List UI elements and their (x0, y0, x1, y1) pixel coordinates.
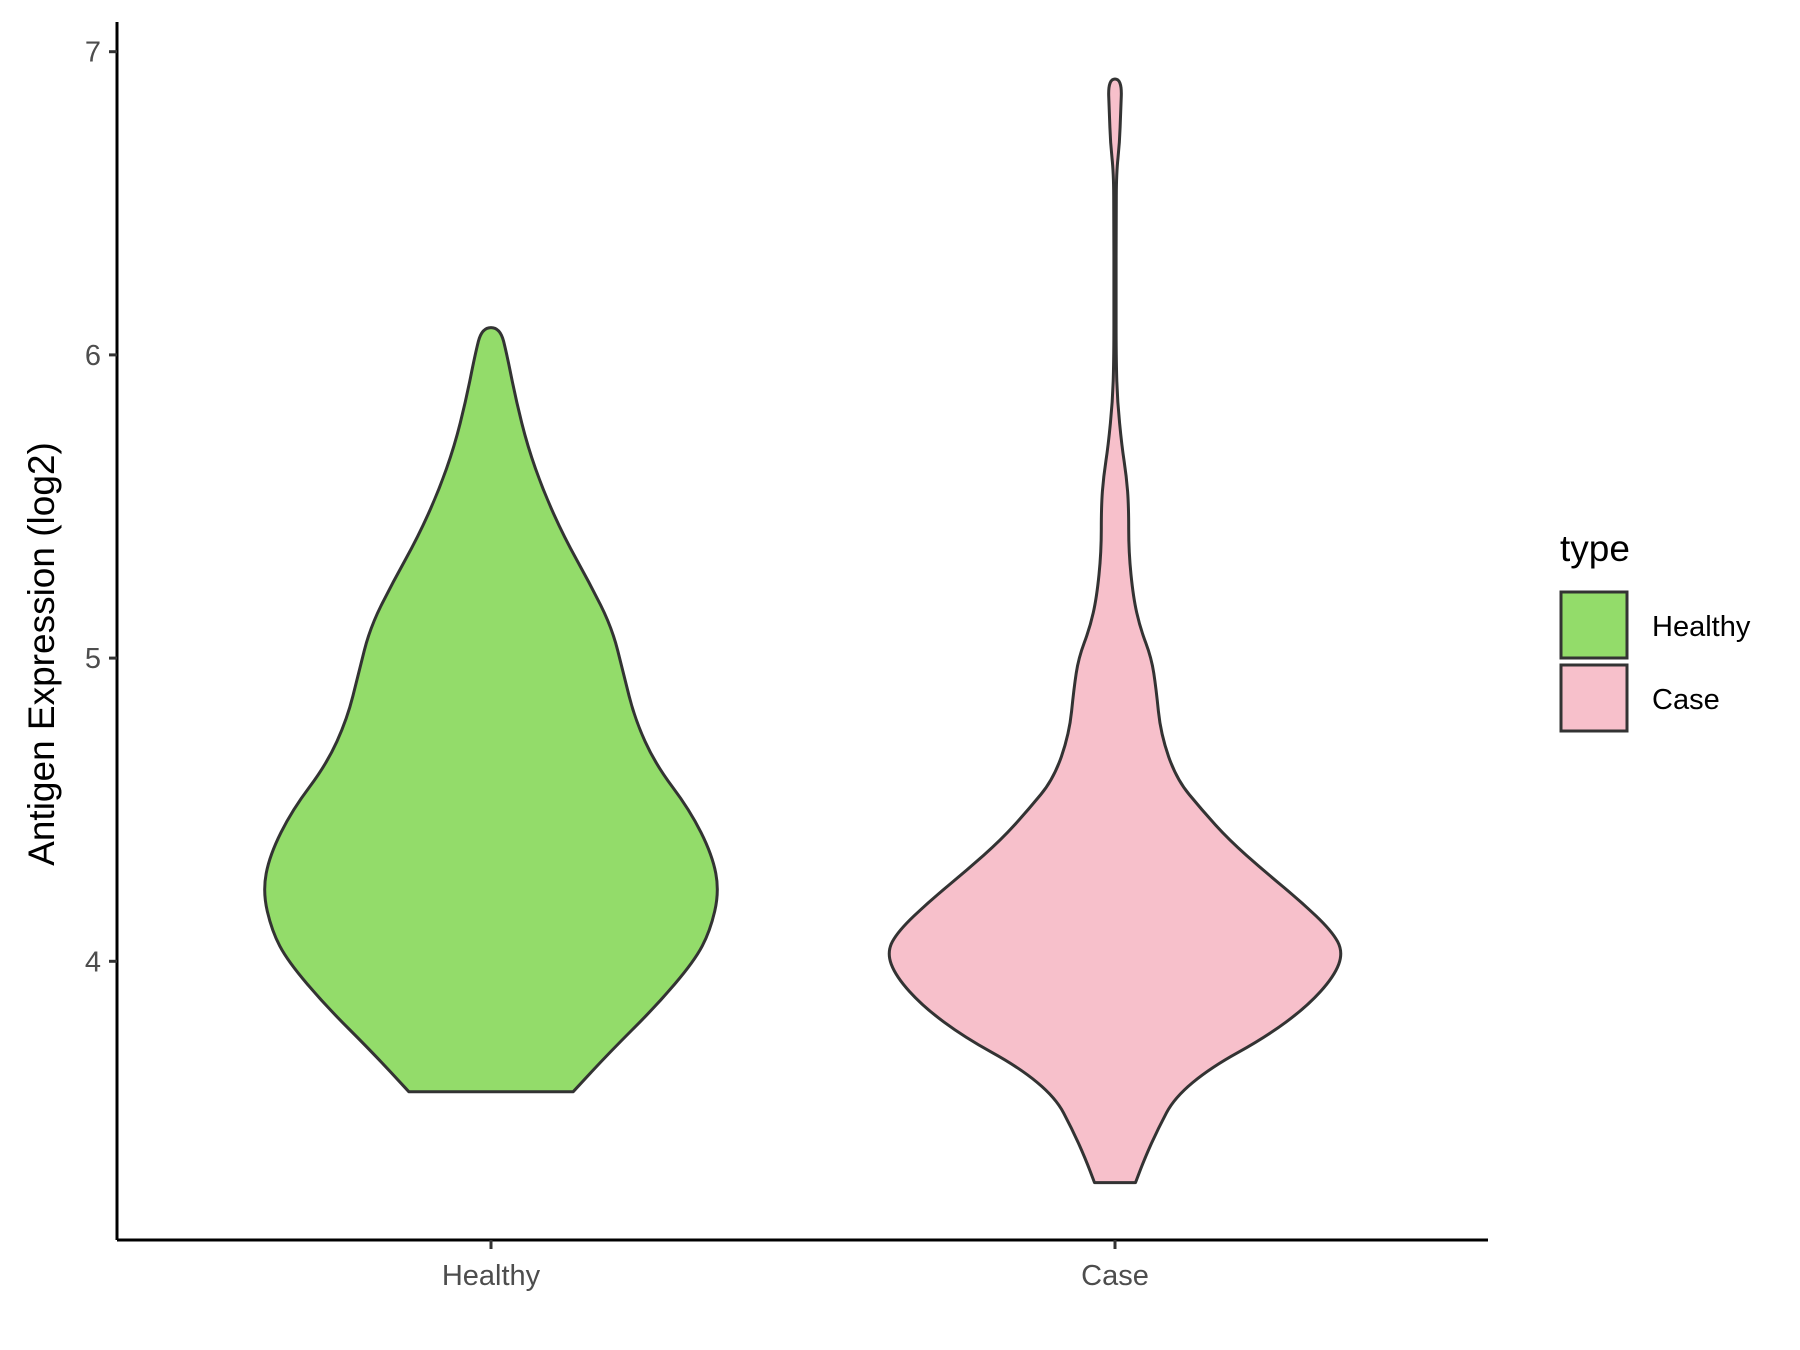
y-axis-ticks: 4 5 6 7 (85, 37, 117, 978)
legend-label-healthy: Healthy (1652, 611, 1751, 643)
legend-label-case: Case (1652, 684, 1720, 716)
legend: type Healthy Case (1559, 528, 1751, 733)
y-tick-label: 6 (85, 340, 101, 372)
y-tick-label: 4 (85, 946, 101, 978)
y-axis-title: Antigen Expression (log2) (21, 442, 62, 866)
x-axis-ticks: Healthy Case (442, 1240, 1149, 1292)
legend-swatch-case (1559, 663, 1629, 733)
legend-title: type (1560, 528, 1630, 569)
y-tick-label: 7 (85, 37, 101, 69)
legend-swatch-healthy (1559, 590, 1629, 660)
violin-group (263, 77, 1343, 1185)
legend-items: Healthy Case (1559, 590, 1751, 733)
x-tick-label: Healthy (442, 1260, 541, 1292)
violin-healthy (263, 326, 719, 1094)
y-tick-label: 5 (85, 643, 101, 675)
violin-case (887, 77, 1343, 1185)
x-tick-label: Case (1081, 1260, 1149, 1292)
